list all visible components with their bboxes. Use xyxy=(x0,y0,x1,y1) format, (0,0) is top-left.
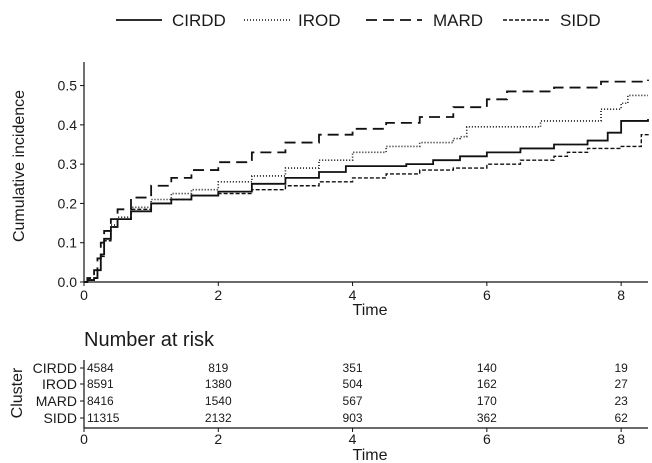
x-tick-label: 0 xyxy=(80,287,88,303)
risk-table-y-title: Cluster xyxy=(9,367,26,418)
risk-cell: 27 xyxy=(614,377,628,391)
legend-label-irod: IROD xyxy=(298,11,341,30)
risk-x-tick-label: 8 xyxy=(617,431,625,447)
x-tick-label: 2 xyxy=(214,287,222,303)
risk-cell: 903 xyxy=(343,411,363,425)
y-tick-label: 0.4 xyxy=(58,117,78,133)
risk-table-title: Number at risk xyxy=(84,329,215,351)
y-tick-label: 0.5 xyxy=(58,78,78,94)
risk-x-tick-label: 2 xyxy=(214,431,222,447)
risk-cell: 62 xyxy=(614,411,628,425)
risk-row-label-sidd: SIDD xyxy=(44,410,77,426)
risk-table-cells: CIRDD 4584 819 351 140 19 IROD 8591 1380 504 162 27… xyxy=(33,360,628,426)
legend-label-cirdd: CIRDD xyxy=(172,11,226,30)
risk-x-tick-label: 0 xyxy=(80,431,88,447)
y-tick-label: 0.1 xyxy=(58,235,78,251)
x-axis-title: Time xyxy=(353,302,388,319)
risk-x-tick-label: 6 xyxy=(483,431,491,447)
y-tick-label: 0.2 xyxy=(58,195,78,211)
risk-cell: 170 xyxy=(477,394,497,408)
series-line-irod xyxy=(84,94,648,283)
y-tick-label: 0.3 xyxy=(58,156,78,172)
legend-item-cirdd: CIRDD xyxy=(116,11,226,30)
risk-x-axis-title: Time xyxy=(353,447,388,463)
legend-label-sidd: SIDD xyxy=(560,11,601,30)
risk-cell: 4584 xyxy=(87,361,114,375)
risk-row-label-irod: IROD xyxy=(42,376,77,392)
legend-item-irod: IROD xyxy=(244,11,341,30)
risk-cell: 567 xyxy=(343,394,363,408)
risk-cell: 162 xyxy=(477,377,497,391)
legend-label-mard: MARD xyxy=(433,11,483,30)
risk-cell: 351 xyxy=(343,361,363,375)
legend: CIRDD IROD MARD SIDD xyxy=(116,11,601,30)
risk-row-label-mard: MARD xyxy=(36,393,77,409)
risk-cell: 362 xyxy=(477,411,497,425)
risk-cell: 23 xyxy=(614,394,628,408)
risk-cell: 1540 xyxy=(205,394,232,408)
risk-cell: 2132 xyxy=(205,411,232,425)
risk-cell: 819 xyxy=(208,361,228,375)
series-line-sidd xyxy=(84,132,649,283)
x-tick-label: 6 xyxy=(483,287,491,303)
main-plot-axes: 0.0 0.1 0.2 0.3 0.4 0.5 0 2 4 6 8 xyxy=(58,62,648,303)
series-line-cirdd xyxy=(84,118,649,283)
risk-x-tick-label: 4 xyxy=(349,431,357,447)
series-lines xyxy=(84,79,649,283)
y-tick-label: 0.0 xyxy=(58,274,78,290)
risk-cell: 8416 xyxy=(87,394,114,408)
risk-cell: 19 xyxy=(614,361,628,375)
series-line-mard xyxy=(84,79,649,283)
risk-cell: 1380 xyxy=(205,377,232,391)
risk-cell: 504 xyxy=(343,377,363,391)
risk-table-axes: 0 2 4 6 8 xyxy=(80,360,648,447)
legend-item-sidd: SIDD xyxy=(503,11,601,30)
y-axis-title: Cumulative incidence xyxy=(11,90,28,242)
x-tick-label: 8 xyxy=(617,287,625,303)
legend-item-mard: MARD xyxy=(366,11,483,30)
risk-cell: 140 xyxy=(477,361,497,375)
risk-cell: 8591 xyxy=(87,377,114,391)
risk-row-label-cirdd: CIRDD xyxy=(33,360,77,376)
risk-cell: 11315 xyxy=(87,411,120,425)
x-tick-label: 4 xyxy=(349,287,357,303)
